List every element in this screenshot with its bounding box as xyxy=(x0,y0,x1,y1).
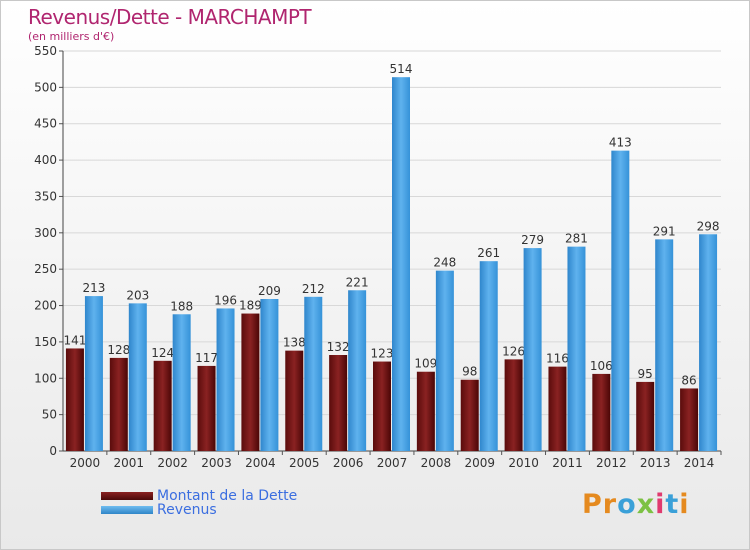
x-tick-label: 2001 xyxy=(114,456,145,470)
y-tick-label: 300 xyxy=(34,226,57,240)
x-tick-label: 2009 xyxy=(464,456,495,470)
y-tick-label: 400 xyxy=(34,153,57,167)
proxiti-logo: Proxiti xyxy=(582,489,690,520)
bar-dette xyxy=(373,361,391,451)
bar-revenus xyxy=(348,290,367,451)
legend-swatch-revenus xyxy=(101,506,153,514)
bar-dette xyxy=(285,350,304,451)
x-tick-label: 2005 xyxy=(289,456,320,470)
legend-label-dette: Montant de la Dette xyxy=(157,488,298,504)
data-label-revenus: 514 xyxy=(390,62,413,76)
bar-dette xyxy=(329,355,348,451)
x-tick-label: 2002 xyxy=(157,456,188,470)
data-label-dette: 117 xyxy=(195,351,218,365)
y-tick-label: 550 xyxy=(34,44,57,58)
bar-revenus xyxy=(435,270,454,451)
y-tick-label: 350 xyxy=(34,189,57,203)
bar-dette xyxy=(680,388,699,451)
bar-revenus xyxy=(392,77,410,451)
data-label-dette: 116 xyxy=(546,352,569,366)
bar-dette xyxy=(636,381,655,451)
bar-revenus xyxy=(304,296,323,451)
x-tick-label: 2007 xyxy=(377,456,408,470)
data-label-revenus: 212 xyxy=(302,282,325,296)
bar-revenus xyxy=(172,314,191,451)
data-label-revenus: 248 xyxy=(433,256,456,270)
x-tick-label: 2012 xyxy=(596,456,627,470)
bar-revenus xyxy=(523,248,542,451)
bar-revenus xyxy=(260,299,279,451)
data-label-dette: 109 xyxy=(414,357,437,371)
y-tick-label: 500 xyxy=(34,80,57,94)
data-label-dette: 189 xyxy=(239,299,262,313)
bar-revenus xyxy=(216,308,235,451)
x-tick-label: 2000 xyxy=(70,456,101,470)
y-tick-label: 250 xyxy=(34,262,57,276)
data-label-revenus: 209 xyxy=(258,284,281,298)
bar-revenus xyxy=(84,296,103,451)
bar-revenus xyxy=(567,246,586,451)
bar-dette xyxy=(65,348,84,451)
bar-dette xyxy=(416,371,435,451)
bar-revenus xyxy=(479,261,498,451)
y-tick-label: 50 xyxy=(42,408,57,422)
data-label-revenus: 213 xyxy=(82,281,105,295)
data-label-dette: 141 xyxy=(63,333,86,347)
bar-dette xyxy=(592,373,611,451)
x-tick-label: 2006 xyxy=(333,456,364,470)
data-label-revenus: 203 xyxy=(126,288,149,302)
data-label-revenus: 196 xyxy=(214,293,237,307)
y-tick-label: 0 xyxy=(49,444,57,458)
data-label-dette: 124 xyxy=(151,346,174,360)
x-tick-label: 2004 xyxy=(245,456,276,470)
data-label-dette: 106 xyxy=(590,359,613,373)
bar-revenus xyxy=(699,234,718,451)
data-label-dette: 95 xyxy=(638,367,653,381)
bar-dette xyxy=(504,359,523,451)
data-label-revenus: 281 xyxy=(565,232,588,246)
x-tick-label: 2011 xyxy=(552,456,583,470)
data-label-revenus: 298 xyxy=(697,219,720,233)
x-tick-label: 2014 xyxy=(684,456,715,470)
chart-subtitle: (en milliers d'€) xyxy=(28,30,115,43)
bar-dette xyxy=(241,313,260,451)
y-tick-label: 100 xyxy=(34,371,57,385)
legend-swatch-dette xyxy=(101,492,153,500)
bar-dette xyxy=(548,366,567,451)
data-label-revenus: 261 xyxy=(477,246,500,260)
bar-dette xyxy=(460,379,479,451)
bar-dette xyxy=(109,357,128,451)
x-tick-label: 2003 xyxy=(201,456,232,470)
data-label-revenus: 279 xyxy=(521,233,544,247)
data-label-revenus: 221 xyxy=(346,275,369,289)
y-tick-label: 200 xyxy=(34,299,57,313)
data-label-dette: 86 xyxy=(681,373,696,387)
data-label-revenus: 188 xyxy=(170,299,193,313)
y-tick-label: 150 xyxy=(34,335,57,349)
bar-revenus xyxy=(611,150,630,452)
data-label-dette: 128 xyxy=(107,343,130,357)
data-label-dette: 132 xyxy=(327,340,350,354)
bar-dette xyxy=(153,360,172,451)
x-tick-label: 2008 xyxy=(421,456,452,470)
legend-label-revenus: Revenus xyxy=(157,502,217,518)
x-tick-label: 2010 xyxy=(508,456,539,470)
legend-item-revenus: Revenus xyxy=(101,502,217,518)
y-tick-label: 450 xyxy=(34,117,57,131)
data-label-dette: 123 xyxy=(371,347,394,361)
data-label-dette: 98 xyxy=(462,365,477,379)
data-label-dette: 138 xyxy=(283,336,306,350)
bar-dette xyxy=(197,365,216,451)
data-label-dette: 126 xyxy=(502,344,525,358)
x-tick-label: 2013 xyxy=(640,456,671,470)
data-label-revenus: 413 xyxy=(609,136,632,150)
bar-revenus xyxy=(128,303,147,451)
data-label-revenus: 291 xyxy=(653,224,676,238)
bar-revenus xyxy=(655,239,674,451)
legend-item-dette: Montant de la Dette xyxy=(101,488,297,504)
chart-title: Revenus/Dette - MARCHAMPT xyxy=(28,5,312,29)
